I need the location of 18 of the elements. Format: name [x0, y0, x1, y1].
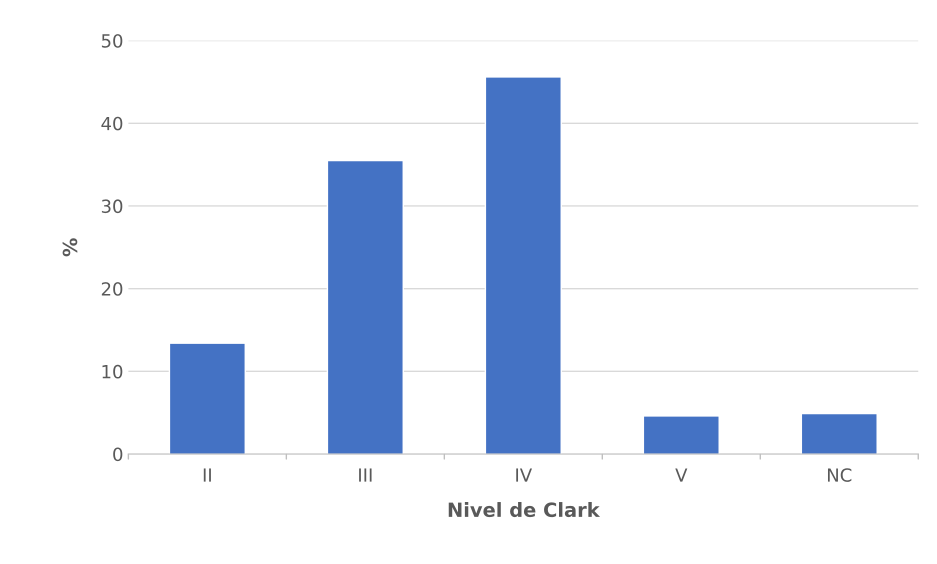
- x-tick-label: III: [359, 468, 372, 482]
- bar: [484, 76, 562, 454]
- x-axis-title: Nivel de Clark: [448, 502, 600, 518]
- bar: [168, 342, 246, 454]
- x-tick-label: II: [204, 468, 211, 482]
- x-tick-label: IV: [516, 468, 532, 482]
- y-tick-label: 50: [102, 34, 122, 48]
- x-tick-label: NC: [828, 468, 852, 482]
- y-axis-title: %: [62, 238, 78, 256]
- bar: [800, 412, 878, 454]
- bar: [326, 160, 404, 454]
- y-tick-label: 40: [101, 116, 122, 130]
- x-tick-label: V: [675, 468, 688, 482]
- y-tick-label: 30: [102, 199, 122, 214]
- y-tick-label: 20: [102, 282, 122, 296]
- y-tick-label: 10: [102, 364, 122, 378]
- y-tick-label: 0: [113, 447, 122, 462]
- bar: [642, 415, 720, 454]
